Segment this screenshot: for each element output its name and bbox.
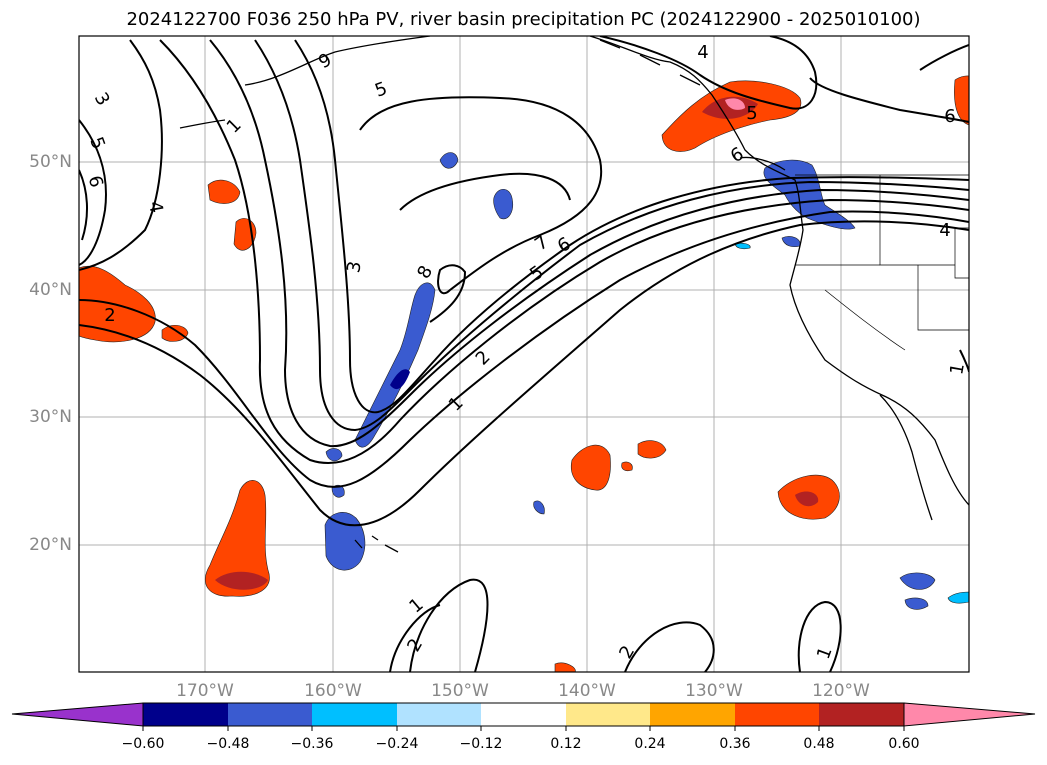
pv-precip-map: 3 5 6 4 2 9 5 4 6 7 6 5 8 3 2 1 2 1 2 1 … [78, 35, 970, 673]
colorbar-tick-label: 0.36 [719, 736, 751, 752]
pv-contour-south [409, 578, 489, 672]
colorbar-segment [819, 703, 904, 726]
colorbar-tick-label: −0.12 [459, 736, 503, 752]
colorbar-extend-high [903, 702, 1036, 727]
pv-contours [79, 36, 969, 672]
map-title: 2024122700 F036 250 hPa PV, river basin … [126, 9, 921, 30]
colorbar-tick-label: 0.12 [550, 736, 582, 752]
lon-label: 150°W [431, 681, 489, 701]
colorbar-tick-label: −0.48 [206, 736, 250, 752]
colorbar-tick-label: 0.48 [803, 736, 835, 752]
contour-label: 6 [944, 106, 955, 127]
colorbar-tick-label: −0.24 [375, 736, 419, 752]
state-borders [795, 174, 969, 351]
pv-contour-1 [79, 220, 969, 527]
lon-label: 140°W [558, 681, 616, 701]
colorbar-tick-label: −0.60 [121, 736, 165, 752]
anomaly-hawaii [324, 512, 366, 571]
lat-label: 20°N [29, 535, 72, 555]
anomaly-hawaii-west [204, 480, 270, 597]
colorbar-tick-label: 0.60 [888, 736, 920, 752]
colorbar-segment [566, 703, 650, 726]
lat-label: 40°N [29, 280, 72, 300]
lat-label: 50°N [29, 152, 72, 172]
colorbar-segment [312, 703, 397, 726]
colorbar-segment [481, 703, 566, 726]
colorbar-tick-label: 0.24 [634, 736, 666, 752]
lon-label: 160°W [304, 681, 362, 701]
colorbar-extend-low [11, 702, 144, 727]
lon-label: 170°W [176, 681, 234, 701]
colorbar-segment [397, 703, 481, 726]
colorbar-segment [143, 703, 228, 726]
lon-label: 130°W [685, 681, 743, 701]
contour-label: 5 [746, 103, 757, 124]
lat-label: 30°N [29, 407, 72, 427]
contour-label: 4 [697, 42, 708, 63]
anomaly-subtropical-band [354, 282, 436, 448]
colorbar-segment [228, 703, 312, 726]
map-frame [78, 35, 970, 673]
lon-label: 120°W [812, 681, 870, 701]
contour-label: 4 [939, 220, 950, 241]
positive-anomaly-regions [79, 75, 969, 672]
contour-label: 1 [946, 362, 969, 377]
contour-label: 4 [144, 200, 167, 215]
contour-label: 2 [104, 305, 115, 326]
contour-label: 3 [343, 260, 366, 275]
colorbar-segment [735, 703, 819, 726]
contour-label: 6 [84, 173, 107, 189]
colorbar-tick-label: −0.36 [290, 736, 334, 752]
colorbar-segment [650, 703, 735, 726]
coastlines [179, 36, 969, 553]
